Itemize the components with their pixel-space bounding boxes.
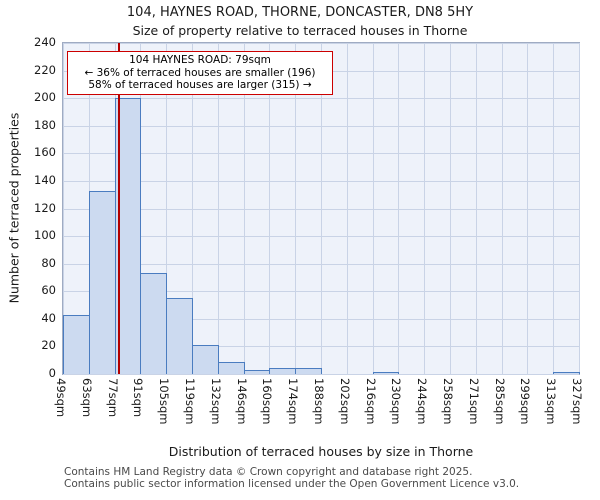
chart-subtitle: Size of property relative to terraced ho…: [132, 23, 468, 38]
annotation-line2: ← 36% of terraced houses are smaller (19…: [84, 66, 316, 79]
gridline-horizontal: [63, 374, 579, 375]
attribution-footer: Contains HM Land Registry data © Crown c…: [64, 466, 520, 490]
y-tick-label: 120: [34, 200, 56, 215]
x-tick-label: 327sqm: [570, 378, 584, 425]
y-tick-label: 240: [34, 35, 56, 49]
x-tick-label: 63sqm: [79, 378, 94, 418]
gridline-vertical: [166, 43, 168, 374]
x-tick-label: 49sqm: [54, 378, 68, 418]
y-tick-label: 220: [34, 62, 56, 77]
histogram-bar: [295, 368, 322, 374]
histogram-bar: [269, 368, 297, 374]
histogram-bar: [88, 190, 116, 374]
gridline-vertical: [295, 43, 297, 374]
x-tick-label: 119sqm: [183, 378, 197, 425]
gridline-vertical: [424, 43, 426, 374]
y-tick-label: 200: [34, 90, 56, 105]
gridline-vertical: [475, 43, 477, 374]
histogram-bar: [372, 372, 400, 374]
gridline-vertical: [321, 43, 322, 374]
chart-title: 104, HAYNES ROAD, THORNE, DONCASTER, DN8…: [126, 5, 474, 20]
gridline-vertical: [269, 43, 271, 374]
gridline-vertical: [450, 43, 451, 374]
x-tick-label: 91sqm: [131, 378, 146, 418]
annotation-line1: 104 HAYNES ROAD: 79sqm: [129, 54, 271, 66]
y-tick-label: 60: [41, 283, 56, 298]
gridline-vertical: [579, 43, 580, 374]
plot-area: 104 HAYNES ROAD: 79sqm ← 36% of terraced…: [62, 42, 580, 375]
y-tick-label: 140: [34, 172, 56, 187]
x-axis-label: Distribution of terraced houses by size …: [168, 444, 474, 459]
y-tick-label: 20: [41, 338, 56, 353]
histogram-bar: [140, 273, 168, 374]
histogram-bar: [166, 298, 193, 374]
x-tick-label: 313sqm: [544, 378, 559, 425]
x-tick-label: 188sqm: [312, 378, 326, 425]
y-tick-label: 180: [34, 117, 56, 132]
gridline-vertical: [501, 43, 503, 374]
histogram-bar: [217, 361, 245, 374]
histogram-bar: [63, 314, 90, 374]
histogram-bar: [553, 372, 580, 374]
attribution-line2: Contains public sector information licen…: [64, 477, 520, 490]
gridline-vertical: [398, 43, 400, 374]
x-tick-label: 285sqm: [492, 378, 507, 425]
gridline-vertical: [553, 43, 555, 374]
gridline-vertical: [372, 43, 374, 374]
attribution-line1: Contains HM Land Registry data © Crown c…: [64, 466, 473, 478]
y-tick-label: 40: [41, 310, 56, 325]
annotation-line3: 58% of terraced houses are larger (315) …: [88, 79, 312, 91]
gridline-vertical: [243, 43, 245, 374]
x-tick-label: 202sqm: [337, 378, 352, 425]
gridline-vertical: [346, 43, 348, 374]
y-tick-label: 0: [48, 366, 56, 380]
x-tick-label: 299sqm: [518, 378, 533, 425]
x-tick-label: 160sqm: [260, 378, 275, 425]
gridline-vertical: [527, 43, 529, 374]
x-tick-label: 132sqm: [208, 378, 223, 425]
y-tick-label: 80: [41, 255, 56, 270]
x-tick-label: 174sqm: [286, 378, 301, 425]
x-tick-label: 146sqm: [234, 378, 249, 425]
x-tick-label: 105sqm: [157, 378, 172, 425]
property-size-marker-line: [118, 43, 120, 374]
histogram-bar: [192, 345, 219, 374]
x-tick-label: 230sqm: [389, 378, 404, 425]
gridline-vertical: [217, 43, 219, 374]
x-tick-label: 244sqm: [415, 378, 430, 425]
x-tick-label: 216sqm: [363, 378, 378, 425]
marker-annotation: 104 HAYNES ROAD: 79sqm ← 36% of terraced…: [67, 51, 333, 95]
y-tick-label: 100: [34, 228, 56, 243]
x-tick-label: 258sqm: [441, 378, 455, 425]
x-tick-label: 77sqm: [105, 378, 120, 418]
histogram-bar: [243, 369, 271, 374]
y-tick-label: 160: [34, 145, 56, 160]
gridline-vertical: [63, 43, 64, 374]
x-tick-label: 271sqm: [466, 378, 481, 425]
gridline-vertical: [192, 43, 193, 374]
